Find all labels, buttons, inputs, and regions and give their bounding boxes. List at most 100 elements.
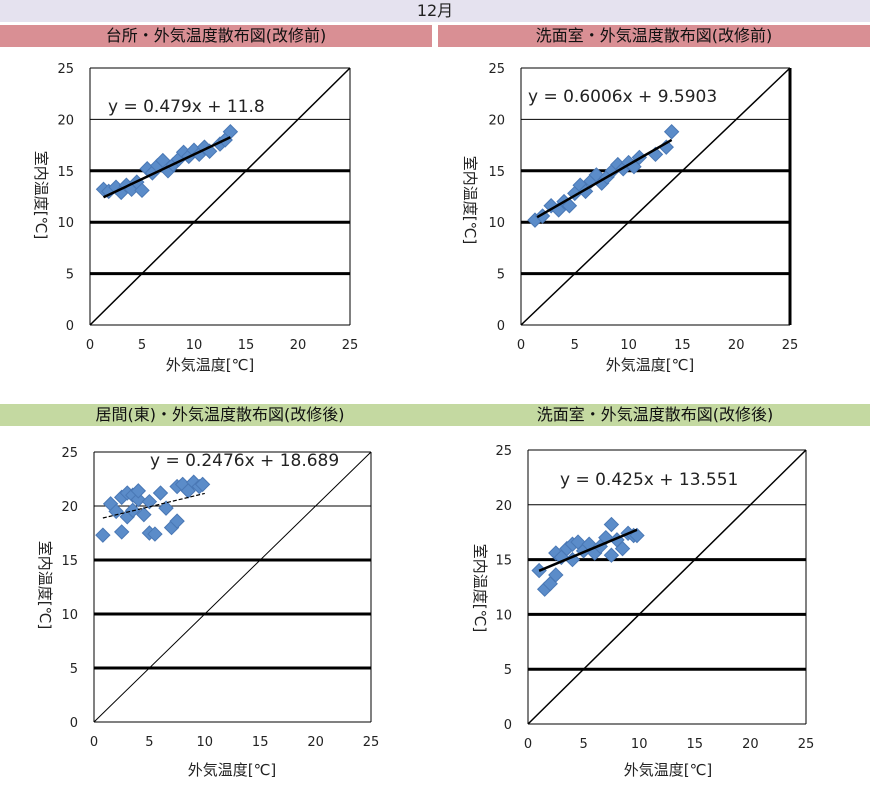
data-point	[108, 503, 124, 520]
x-tick-label: 20	[742, 737, 759, 752]
data-point	[170, 151, 187, 168]
x-tick-label: 10	[197, 735, 214, 750]
data-point	[588, 167, 605, 183]
chart-washroom-before: 0 5 10 15 20 25 0 5 10 15 20 25 外気温度[℃] 室内温度[℃] y = 0.…	[461, 62, 798, 374]
data-point	[201, 143, 218, 159]
y-tick-label: 15	[495, 554, 512, 569]
y-tick-label: 25	[488, 62, 505, 77]
trendline	[536, 138, 673, 219]
chart-header-kitchen-before: 台所・外気温度散布図(改修前)	[0, 25, 432, 47]
data-point	[174, 476, 191, 493]
trendline-equation: y = 0.479x + 11.8	[108, 97, 265, 117]
reference-line-y-equals-x	[520, 67, 791, 326]
data-point	[139, 161, 155, 177]
data-point	[599, 169, 615, 185]
data-point	[113, 524, 130, 540]
x-tick-label: 0	[517, 338, 525, 353]
data-point	[155, 152, 171, 169]
x-axis-label: 外気温度[℃]	[624, 761, 713, 779]
trendline	[538, 528, 638, 572]
data-point	[125, 502, 141, 519]
data-point	[531, 562, 547, 579]
data-point	[158, 500, 174, 516]
data-point	[144, 165, 161, 181]
trendline	[102, 492, 205, 519]
x-tick-label: 5	[138, 338, 146, 353]
x-axis-label: 外気温度[℃]	[166, 356, 255, 374]
data-point	[181, 148, 197, 165]
x-tick-label: 25	[782, 338, 799, 353]
data-point	[165, 156, 181, 173]
data-point	[113, 489, 130, 506]
data-point	[564, 536, 581, 552]
chart-header-washroom-before: 洗面室・外気温度散布図(改修前)	[438, 25, 870, 47]
data-point	[141, 493, 158, 510]
trendline-equation: y = 0.425x + 13.551	[560, 470, 738, 490]
data-point	[108, 179, 124, 195]
data-point	[163, 519, 180, 536]
data-point	[625, 527, 642, 544]
y-tick-label: 15	[488, 165, 505, 180]
data-point	[149, 157, 166, 174]
data-point	[581, 536, 597, 552]
data-point	[543, 198, 559, 214]
month-title: 12月	[416, 1, 454, 20]
data-point	[629, 527, 645, 544]
x-axis-label: 外気温度[℃]	[188, 761, 277, 779]
y-tick-label: 5	[504, 663, 512, 678]
y-tick-label: 20	[495, 499, 512, 514]
x-tick-label: 20	[307, 735, 324, 750]
x-tick-label: 15	[252, 735, 269, 750]
y-tick-label: 20	[488, 113, 505, 128]
data-point	[647, 146, 664, 163]
trendline	[102, 136, 231, 199]
data-point	[561, 198, 578, 214]
y-tick-label: 10	[488, 216, 505, 231]
y-axis-label: 室内温度[℃]	[471, 544, 489, 633]
data-point	[534, 208, 551, 224]
x-tick-label: 15	[238, 338, 255, 353]
y-axis-label: 室内温度[℃]	[32, 151, 50, 240]
y-tick-label: 20	[57, 113, 74, 128]
trendline-equation: y = 0.6006x + 9.5903	[528, 87, 717, 107]
data-point	[102, 496, 119, 512]
data-point	[536, 581, 553, 597]
data-point	[119, 509, 135, 525]
data-point	[610, 156, 626, 173]
y-tick-label: 25	[495, 444, 512, 459]
data-point	[592, 538, 608, 555]
chart-living-after: 0 5 10 15 20 25 0 5 10 15 20 25 外気温度[℃] 室内温度[℃] y = 0.…	[36, 446, 379, 779]
x-tick-label: 10	[186, 338, 203, 353]
data-point	[553, 549, 570, 566]
x-axis-label: 外気温度[℃]	[606, 356, 695, 374]
data-point	[587, 545, 603, 561]
data-point	[191, 478, 207, 495]
data-point	[134, 182, 150, 199]
data-point	[101, 183, 117, 200]
data-point	[603, 547, 620, 563]
data-point	[212, 136, 228, 152]
data-point	[113, 184, 129, 201]
data-point	[609, 532, 625, 548]
x-tick-label: 25	[363, 735, 380, 750]
data-point	[129, 174, 145, 190]
data-point	[593, 175, 610, 191]
y-tick-label: 15	[61, 554, 78, 569]
data-point	[542, 576, 558, 592]
y-tick-label: 0	[504, 718, 512, 733]
y-axis-label: 室内温度[℃]	[36, 541, 54, 630]
data-point	[572, 177, 588, 193]
reference-line-y-equals-x	[89, 67, 351, 326]
data-point	[614, 540, 631, 557]
x-tick-label: 0	[90, 735, 98, 750]
data-point	[180, 483, 196, 499]
data-point	[222, 124, 239, 140]
y-tick-label: 5	[70, 662, 78, 677]
data-point	[95, 181, 112, 198]
data-point	[577, 183, 594, 200]
data-point	[169, 513, 185, 529]
data-point	[567, 185, 583, 202]
data-point	[196, 139, 213, 155]
y-tick-label: 20	[61, 500, 78, 515]
chart-washroom-after: 0 5 10 15 20 25 0 5 10 15 20 25 外気温度[℃] 室内温度[℃] y = 0.…	[471, 444, 814, 779]
